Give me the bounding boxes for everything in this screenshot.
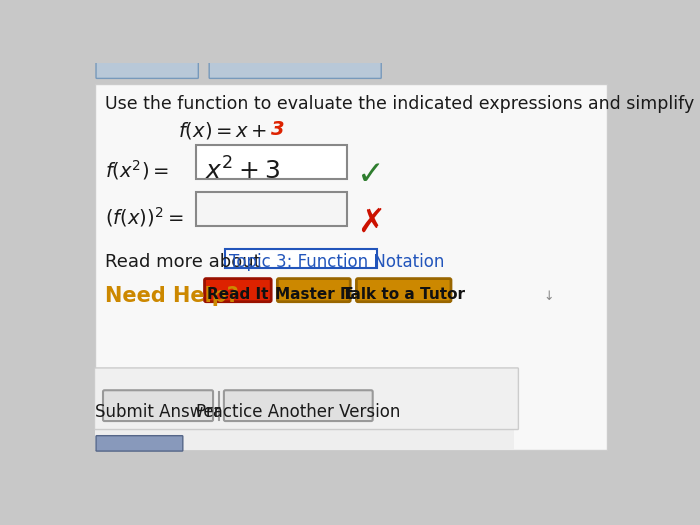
FancyBboxPatch shape <box>224 390 372 421</box>
Text: $f(x^2) =$: $f(x^2) =$ <box>104 158 169 182</box>
Text: Read It: Read It <box>207 287 269 302</box>
Bar <box>196 144 347 178</box>
Text: Topic 3: Function Notation: Topic 3: Function Notation <box>228 253 444 271</box>
Bar <box>196 192 347 226</box>
Text: Master It: Master It <box>275 287 353 302</box>
Bar <box>225 248 377 268</box>
Text: $f(x) = x + $: $f(x) = x + $ <box>178 120 268 141</box>
FancyBboxPatch shape <box>94 368 519 429</box>
Text: $x^2 + 3$: $x^2 + 3$ <box>205 158 280 185</box>
Text: $(f(x))^2 =$: $(f(x))^2 =$ <box>104 205 183 229</box>
FancyBboxPatch shape <box>103 390 213 421</box>
Text: ↓: ↓ <box>543 290 554 303</box>
FancyBboxPatch shape <box>209 62 382 78</box>
Text: Submit Answer: Submit Answer <box>95 403 220 421</box>
Text: ✓: ✓ <box>357 158 385 191</box>
Text: ✗: ✗ <box>357 205 385 238</box>
Text: Practice Another Version: Practice Another Version <box>196 403 400 421</box>
Text: Read more about: Read more about <box>104 253 266 271</box>
FancyBboxPatch shape <box>96 436 183 451</box>
Text: 3: 3 <box>271 120 285 139</box>
Text: Talk to a Tutor: Talk to a Tutor <box>342 287 466 302</box>
Bar <box>95 370 514 450</box>
FancyBboxPatch shape <box>356 279 451 302</box>
FancyBboxPatch shape <box>96 62 198 78</box>
FancyBboxPatch shape <box>277 279 350 302</box>
Text: Need Help?: Need Help? <box>104 286 238 306</box>
FancyBboxPatch shape <box>204 279 271 302</box>
Text: Use the function to evaluate the indicated expressions and simplify: Use the function to evaluate the indicat… <box>104 94 694 112</box>
